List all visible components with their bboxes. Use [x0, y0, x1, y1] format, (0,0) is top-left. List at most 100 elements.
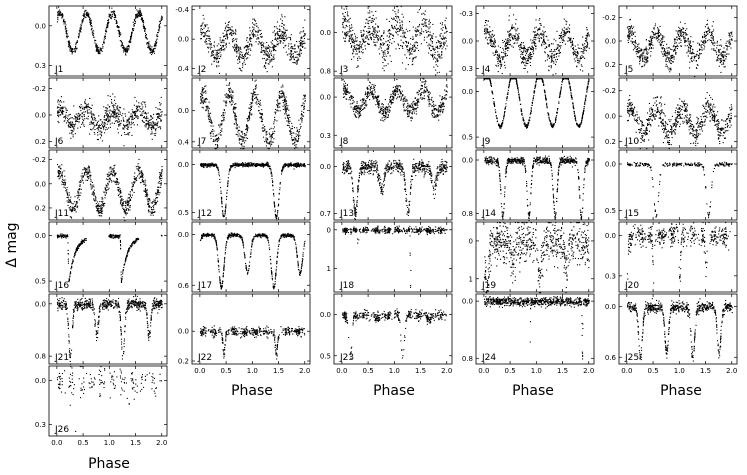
data-point [97, 129, 99, 131]
data-point [262, 58, 264, 60]
data-point [556, 44, 558, 46]
data-point [444, 36, 446, 38]
data-point [74, 51, 76, 53]
data-point [210, 118, 212, 120]
data-point [229, 28, 231, 30]
data-point [244, 45, 246, 47]
data-point [352, 37, 354, 39]
data-point [541, 43, 543, 45]
data-point [131, 123, 133, 125]
data-point [696, 54, 698, 56]
data-point [721, 63, 723, 65]
data-point [436, 42, 438, 44]
data-point [529, 52, 531, 54]
data-point [303, 108, 305, 110]
data-point [303, 35, 305, 37]
data-point [263, 57, 265, 59]
data-point [139, 10, 141, 12]
data-point [118, 124, 120, 126]
data-point [667, 51, 669, 53]
data-point [538, 41, 540, 43]
data-point [369, 31, 371, 33]
data-point [230, 34, 232, 36]
data-point [572, 44, 574, 46]
data-point [155, 41, 157, 43]
data-point [234, 50, 236, 52]
data-point [141, 114, 143, 116]
data-point [706, 32, 708, 34]
data-point [218, 43, 220, 45]
panel-j6-points [56, 93, 163, 147]
data-point [299, 127, 301, 129]
data-point [221, 115, 223, 117]
data-point [93, 36, 95, 38]
data-point [393, 17, 395, 19]
data-point [77, 35, 79, 37]
data-point [433, 48, 435, 50]
data-point [708, 28, 710, 30]
data-point [133, 104, 135, 106]
data-point [346, 6, 348, 8]
data-point [122, 45, 124, 47]
data-point [57, 10, 59, 12]
data-point [120, 123, 122, 125]
data-point [266, 71, 268, 73]
data-point [138, 14, 140, 16]
data-point [91, 129, 93, 131]
data-point [415, 35, 417, 37]
data-point [133, 124, 135, 126]
data-point [271, 135, 273, 137]
data-point [216, 57, 218, 59]
data-point [254, 80, 256, 82]
data-point [107, 23, 109, 25]
data-point [558, 49, 560, 51]
data-point [112, 105, 114, 107]
data-point [251, 113, 253, 115]
data-point [283, 47, 285, 49]
data-point [217, 136, 219, 138]
data-point [678, 26, 680, 28]
data-point [219, 51, 221, 53]
data-point [579, 60, 581, 62]
data-point [237, 50, 239, 52]
data-point [427, 26, 429, 28]
data-point [374, 36, 376, 38]
data-point [107, 110, 109, 112]
data-point [221, 130, 223, 132]
data-point [367, 32, 369, 34]
data-point [710, 31, 712, 33]
data-point [116, 106, 118, 108]
data-point [383, 65, 385, 67]
data-point [84, 10, 86, 12]
data-point [509, 37, 511, 39]
data-point [649, 36, 651, 38]
data-point [511, 45, 513, 47]
data-point [710, 39, 712, 41]
data-point [379, 39, 381, 41]
data-point [268, 142, 270, 144]
data-point [232, 108, 234, 110]
data-point [639, 56, 641, 58]
data-point [502, 57, 504, 59]
data-point [542, 36, 544, 38]
data-point [533, 36, 535, 38]
data-point [279, 106, 281, 108]
data-point [380, 43, 382, 45]
data-point [527, 59, 529, 61]
data-point [670, 55, 672, 57]
data-point [150, 133, 152, 135]
data-point [141, 14, 143, 16]
data-point [495, 45, 497, 47]
data-point [356, 66, 358, 68]
data-point [721, 45, 723, 47]
data-point [382, 54, 384, 56]
data-point [93, 116, 95, 118]
data-point [103, 106, 105, 108]
data-point [204, 98, 206, 100]
data-point [445, 37, 447, 39]
data-point [246, 52, 248, 54]
data-point [251, 95, 253, 97]
data-point [505, 52, 507, 54]
data-point [651, 31, 653, 33]
data-point [577, 51, 579, 53]
